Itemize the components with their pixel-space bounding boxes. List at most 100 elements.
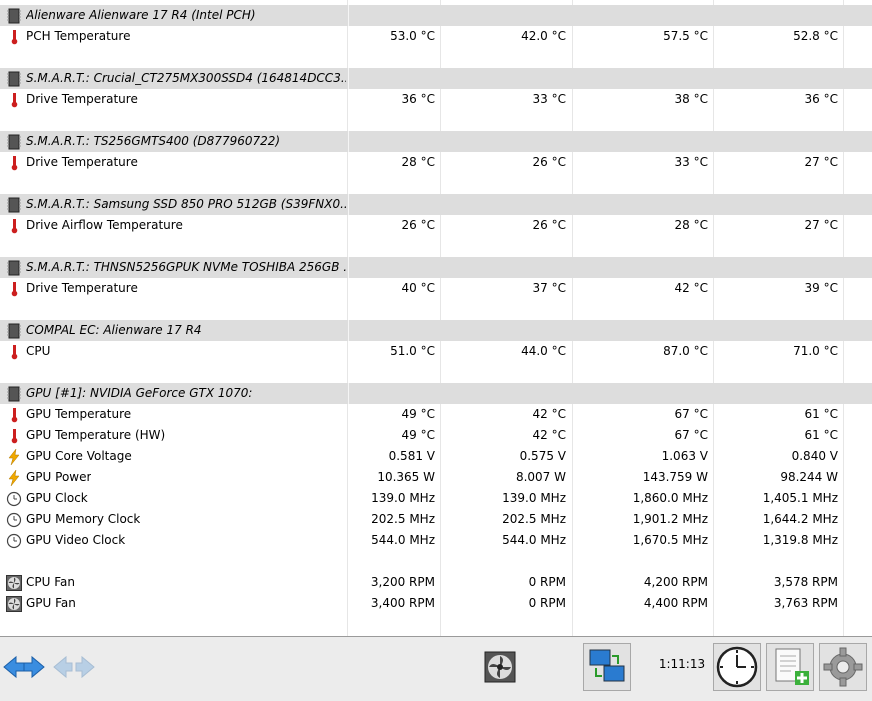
sensor-group-title: S.M.A.R.T.: THNSN5256GPUK NVMe TOSHIBA 2… — [26, 260, 346, 274]
sensor-label: GPU Memory Clock — [26, 512, 141, 526]
chip-icon — [6, 71, 22, 87]
header-separator — [348, 320, 349, 341]
sensor-row[interactable]: GPU Temperature (HW) 49 °C 42 °C 67 °C 61 °C — [0, 425, 872, 446]
sensor-table[interactable]: Alienware Alienware 17 R4 (Intel PCH) PCH… — [0, 0, 872, 636]
sensor-min-value: 0.575 V — [519, 449, 566, 463]
sensor-label: CPU Fan — [26, 575, 75, 589]
sensor-row[interactable]: GPU Core Voltage 0.581 V 0.575 V 1.063 V 0.8… — [0, 446, 872, 467]
sensor-avg-value: 3,763 RPM — [773, 596, 838, 610]
sensor-row[interactable]: Drive Temperature 40 °C 37 °C 42 °C 39 °C — [0, 278, 872, 299]
sensor-row[interactable]: CPU Fan 3,200 RPM 0 RPM 4,200 RPM 3,578 RPM — [0, 572, 872, 593]
sensor-current-value: 202.5 MHz — [371, 512, 435, 526]
thermometer-icon — [6, 218, 22, 234]
sensor-min-value: 42 °C — [532, 407, 566, 421]
sensor-min-value: 139.0 MHz — [502, 491, 566, 505]
sensor-min-value: 42 °C — [532, 428, 566, 442]
sensor-row[interactable]: GPU Temperature 49 °C 42 °C 67 °C 61 °C — [0, 404, 872, 425]
sensor-min-value: 33 °C — [532, 92, 566, 106]
sensor-current-value: 0.581 V — [388, 449, 435, 463]
thermometer-icon — [6, 281, 22, 297]
sensor-max-value: 38 °C — [674, 92, 708, 106]
sensor-row[interactable]: GPU Clock 139.0 MHz 139.0 MHz 1,860.0 MHz 1,… — [0, 488, 872, 509]
sensor-group-header[interactable]: S.M.A.R.T.: THNSN5256GPUK NVMe TOSHIBA 2… — [0, 257, 872, 278]
sensor-label: GPU Core Voltage — [26, 449, 132, 463]
sensor-label: Drive Temperature — [26, 155, 138, 169]
sensor-min-value: 0 RPM — [528, 575, 566, 589]
sensor-avg-value: 98.244 W — [780, 470, 838, 484]
sensor-group-title: S.M.A.R.T.: Samsung SSD 850 PRO 512GB (S… — [26, 197, 346, 211]
header-separator — [348, 383, 349, 404]
thermometer-icon — [6, 407, 22, 423]
sensor-current-value: 40 °C — [401, 281, 435, 295]
header-separator — [348, 131, 349, 152]
sensor-group-header[interactable]: S.M.A.R.T.: Crucial_CT275MX300SSD4 (1648… — [0, 68, 872, 89]
sensor-max-value: 67 °C — [674, 428, 708, 442]
sensor-row[interactable]: Drive Temperature 36 °C 33 °C 38 °C 36 °C — [0, 89, 872, 110]
sensor-current-value: 10.365 W — [377, 470, 435, 484]
sensor-label: Drive Temperature — [26, 92, 138, 106]
sensor-group-title: GPU [#1]: NVIDIA GeForce GTX 1070: — [26, 386, 253, 400]
sensor-avg-value: 36 °C — [804, 92, 838, 106]
sensor-row[interactable]: Drive Airflow Temperature 26 °C 26 °C 28 °C… — [0, 215, 872, 236]
sensor-label: Drive Temperature — [26, 281, 138, 295]
sensor-max-value: 67 °C — [674, 407, 708, 421]
clock-icon — [6, 533, 22, 549]
sensor-label: GPU Power — [26, 470, 92, 484]
settings-gear-icon — [823, 647, 863, 687]
sensor-current-value: 49 °C — [401, 428, 435, 442]
sensor-max-value: 87.0 °C — [663, 344, 708, 358]
sensor-min-value: 8.007 W — [515, 470, 566, 484]
sensor-row[interactable]: PCH Temperature 53.0 °C 42.0 °C 57.5 °C 52.8… — [0, 26, 872, 47]
fan-icon — [6, 596, 22, 612]
add-report-button[interactable] — [766, 643, 814, 691]
thermometer-icon — [6, 344, 22, 360]
sensor-avg-value: 27 °C — [804, 155, 838, 169]
sensor-row[interactable]: GPU Video Clock 544.0 MHz 544.0 MHz 1,670.5… — [0, 530, 872, 551]
fan-control-icon[interactable] — [484, 651, 516, 683]
sensor-current-value: 3,200 RPM — [370, 575, 435, 589]
sensor-group-header[interactable]: COMPAL EC: Alienware 17 R4 — [0, 320, 872, 341]
sensor-avg-value: 61 °C — [804, 428, 838, 442]
chip-icon — [6, 197, 22, 213]
sensor-group-header[interactable]: GPU [#1]: NVIDIA GeForce GTX 1070: — [0, 383, 872, 404]
clock-icon — [716, 646, 758, 688]
lightning-icon — [6, 448, 22, 466]
sensor-row[interactable]: Drive Temperature 28 °C 26 °C 33 °C 27 °C — [0, 152, 872, 173]
sensor-min-value: 26 °C — [532, 218, 566, 232]
sensor-row[interactable]: GPU Memory Clock 202.5 MHz 202.5 MHz 1,901.… — [0, 509, 872, 530]
column-divider — [843, 0, 844, 636]
chip-icon — [6, 134, 22, 150]
sensor-group-header[interactable]: S.M.A.R.T.: TS256GMTS400 (D877960722) — [0, 131, 872, 152]
thermometer-icon — [6, 92, 22, 108]
sensor-group-title: Alienware Alienware 17 R4 (Intel PCH) — [26, 8, 256, 22]
sensor-label: GPU Clock — [26, 491, 88, 505]
nav-arrows-disabled-icon[interactable] — [52, 653, 96, 681]
sensor-current-value: 53.0 °C — [390, 29, 435, 43]
sensor-max-value: 33 °C — [674, 155, 708, 169]
header-separator — [348, 257, 349, 278]
sensor-row[interactable]: GPU Fan 3,400 RPM 0 RPM 4,400 RPM 3,763 RPM — [0, 593, 872, 614]
clock-button[interactable] — [713, 643, 761, 691]
header-separator — [348, 68, 349, 89]
column-divider — [440, 0, 441, 636]
sensor-group-header[interactable]: Alienware Alienware 17 R4 (Intel PCH) — [0, 5, 872, 26]
sensor-group-header[interactable]: S.M.A.R.T.: Samsung SSD 850 PRO 512GB (S… — [0, 194, 872, 215]
sensor-current-value: 139.0 MHz — [371, 491, 435, 505]
settings-button[interactable] — [819, 643, 867, 691]
chip-icon — [6, 323, 22, 339]
chip-icon — [6, 260, 22, 276]
sensor-label: GPU Temperature — [26, 407, 132, 421]
nav-arrows-icon[interactable] — [2, 653, 46, 681]
sensor-max-value: 1,860.0 MHz — [632, 491, 708, 505]
sensor-current-value: 3,400 RPM — [370, 596, 435, 610]
sensor-row[interactable]: CPU 51.0 °C 44.0 °C 87.0 °C 71.0 °C — [0, 341, 872, 362]
sensor-max-value: 57.5 °C — [663, 29, 708, 43]
network-monitor-button[interactable] — [583, 643, 631, 691]
sensor-min-value: 44.0 °C — [521, 344, 566, 358]
lightning-icon — [6, 469, 22, 487]
sensor-min-value: 42.0 °C — [521, 29, 566, 43]
sensor-row[interactable]: GPU Power 10.365 W 8.007 W 143.759 W 98.244 … — [0, 467, 872, 488]
sensor-avg-value: 61 °C — [804, 407, 838, 421]
sensor-current-value: 26 °C — [401, 218, 435, 232]
sensor-label: CPU — [26, 344, 51, 358]
